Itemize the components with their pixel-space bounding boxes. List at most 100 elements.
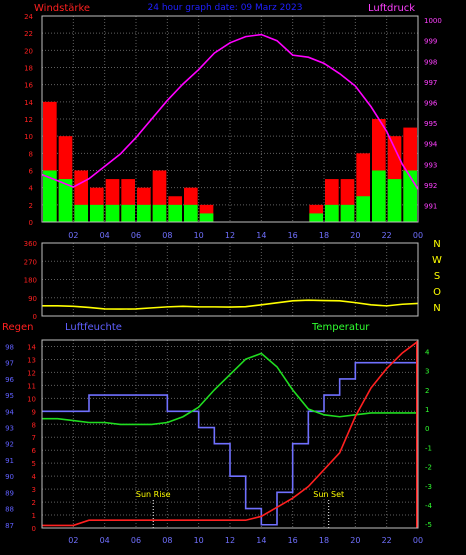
rain-tick-label: 12 — [27, 369, 36, 377]
humidity-tick-label: 87 — [5, 522, 14, 530]
rain-tick-label: 6 — [32, 447, 37, 455]
wind-average-bar — [137, 204, 151, 222]
rain-tick-label: 5 — [32, 460, 36, 468]
x-tick-label: 06 — [131, 536, 141, 545]
wind-average-bar — [152, 204, 167, 222]
chart-title: 24 hour graph date: 09 Marz 2023 — [148, 3, 303, 13]
wind-average-bar — [325, 204, 339, 222]
direction-tick-label: 360 — [24, 240, 37, 248]
pressure-tick-label: 996 — [424, 100, 438, 108]
wind-average-bar — [121, 204, 135, 222]
temperature-tick-label: 4 — [425, 349, 430, 357]
rain-tick-label: 11 — [27, 382, 36, 390]
x-tick-label: 12 — [225, 536, 235, 545]
pressure-line — [41, 33, 419, 190]
wind-axis-title: Windstärke — [34, 3, 90, 14]
compass-label: N — [433, 239, 440, 250]
wind-average-bar — [74, 204, 88, 222]
pressure-tick-label: 991 — [424, 203, 437, 211]
rain-humidity-temperature-panel: 0123456789101112131487888990919293949596… — [5, 339, 433, 545]
humidity-tick-label: 98 — [5, 343, 14, 351]
temperature-tick-label: -1 — [425, 444, 432, 452]
humidity-tick-label: 97 — [5, 360, 14, 368]
x-tick-label: 02 — [68, 231, 78, 240]
direction-tick-label: 180 — [24, 277, 37, 285]
rain-tick-label: 10 — [27, 395, 36, 403]
x-tick-label: 00 — [413, 231, 423, 240]
wind-tick-label: 24 — [24, 13, 33, 21]
wind-direction-line — [42, 299, 419, 310]
pressure-tick-label: 998 — [424, 58, 437, 66]
temperature-tick-label: -5 — [425, 521, 432, 529]
temperature-axis-title: Temperatur — [311, 322, 370, 333]
humidity-tick-label: 93 — [5, 425, 14, 433]
wind-tick-label: 10 — [24, 133, 33, 141]
compass-label: W — [432, 255, 442, 266]
wind-tick-label: 0 — [29, 219, 33, 227]
temperature-tick-label: 1 — [425, 406, 429, 414]
wind-average-bar — [43, 170, 57, 222]
panel-frame — [41, 242, 419, 317]
x-tick-label: 14 — [256, 231, 266, 240]
x-tick-label: 10 — [194, 231, 204, 240]
x-tick-label: 20 — [350, 536, 360, 545]
humidity-tick-label: 96 — [5, 376, 14, 384]
wind-average-bar — [58, 179, 73, 222]
pressure-tick-label: 993 — [424, 161, 437, 169]
wind-tick-label: 2 — [29, 202, 33, 210]
x-tick-label: 18 — [319, 231, 329, 240]
compass-label: S — [434, 271, 440, 282]
sun-rise-label: Sun Rise — [136, 490, 171, 499]
temperature-tick-label: -2 — [425, 464, 432, 472]
temperature-tick-label: 3 — [425, 368, 429, 376]
humidity-tick-label: 88 — [5, 506, 14, 514]
pressure-tick-label: 992 — [424, 182, 437, 190]
humidity-axis-title: Luftfeuchte — [65, 322, 122, 333]
wind-tick-label: 8 — [29, 150, 33, 158]
humidity-tick-label: 94 — [5, 408, 14, 416]
rain-tick-label: 8 — [32, 421, 36, 429]
wind-average-bar — [340, 204, 355, 222]
humidity-tick-label: 89 — [5, 489, 14, 497]
rain-line — [42, 340, 419, 527]
x-tick-label: 16 — [288, 231, 298, 240]
pressure-tick-label: 995 — [424, 120, 437, 128]
wind-average-bar — [372, 170, 386, 222]
wind-average-bar — [90, 204, 104, 222]
x-tick-label: 04 — [100, 231, 110, 240]
direction-tick-label: 90 — [28, 295, 37, 303]
x-tick-label: 08 — [162, 231, 172, 240]
wind-tick-label: 18 — [24, 65, 33, 73]
humidity-tick-label: 91 — [5, 457, 14, 465]
rain-tick-label: 13 — [27, 356, 36, 364]
compass-label: O — [433, 287, 441, 298]
wind-tick-label: 22 — [24, 30, 33, 38]
rain-axis-title: Regen — [2, 322, 34, 333]
wind-average-bar — [356, 196, 370, 222]
x-tick-label: 16 — [288, 536, 298, 545]
humidity-tick-label: 90 — [5, 473, 14, 481]
wind-tick-label: 14 — [24, 99, 33, 107]
pressure-tick-label: 994 — [424, 141, 438, 149]
rain-tick-label: 4 — [32, 473, 37, 481]
wind-average-bar — [105, 204, 120, 222]
sun-set-label: Sun Set — [313, 490, 344, 499]
x-tick-label: 08 — [162, 536, 172, 545]
humidity-tick-label: 95 — [5, 392, 14, 400]
x-tick-label: 10 — [194, 536, 204, 545]
wind-average-bar — [387, 179, 402, 222]
wind-pressure-panel: 0246810121416182022249919929939949959969… — [24, 13, 442, 240]
x-tick-label: 14 — [256, 536, 266, 545]
pressure-axis-title: Luftdruck — [368, 3, 415, 14]
x-tick-label: 22 — [382, 231, 392, 240]
pressure-tick-label: 997 — [424, 79, 437, 87]
temperature-tick-label: -4 — [425, 502, 433, 510]
wind-tick-label: 20 — [24, 47, 33, 55]
x-tick-label: 04 — [100, 536, 110, 545]
temperature-line — [42, 352, 418, 426]
panel-frame — [41, 339, 419, 529]
rain-tick-label: 14 — [27, 343, 36, 351]
x-tick-label: 00 — [413, 536, 423, 545]
